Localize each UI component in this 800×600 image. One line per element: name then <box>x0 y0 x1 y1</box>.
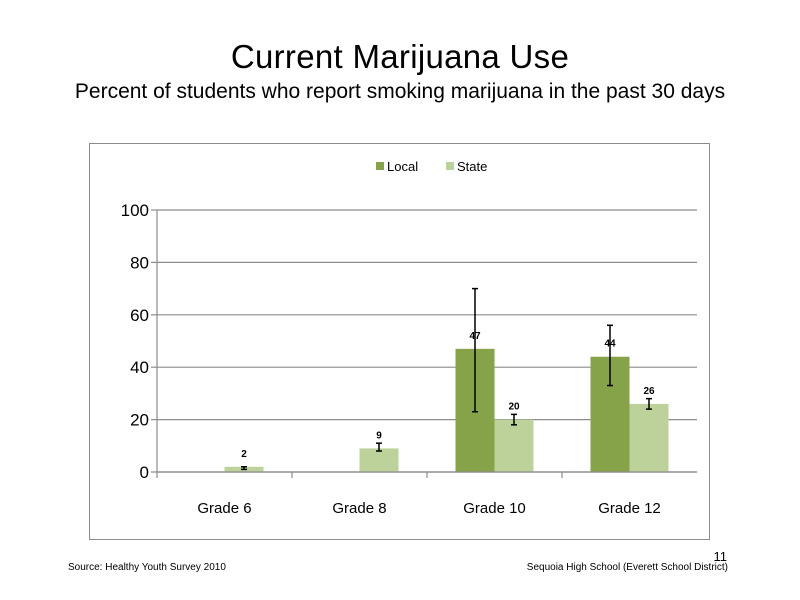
legend-swatch-local <box>376 162 384 170</box>
data-label: 47 <box>469 331 481 342</box>
x-tick-label: Grade 8 <box>332 500 386 517</box>
source-note: Source: Healthy Youth Survey 2010 <box>68 562 226 573</box>
y-tick-label: 40 <box>130 358 149 377</box>
slide-title: Current Marijuana Use <box>230 38 570 75</box>
y-tick-label: 20 <box>130 411 149 430</box>
legend-swatch-state <box>446 162 454 170</box>
data-label: 20 <box>508 402 520 413</box>
chart-frame <box>89 143 710 540</box>
data-label: 2 <box>241 449 247 460</box>
y-tick-label: 80 <box>130 253 149 272</box>
y-tick-label: 100 <box>121 201 149 220</box>
y-tick-label: 60 <box>130 306 149 325</box>
data-label: 26 <box>643 386 655 397</box>
school-name: Sequoia High School (Everett School Dist… <box>526 562 728 573</box>
bar-state <box>494 419 534 472</box>
page-number: 11 <box>713 549 728 564</box>
bar-state <box>359 448 399 472</box>
legend-label-local: Local <box>387 159 418 174</box>
slide-subtitle: Percent of students who report smoking m… <box>74 80 726 103</box>
bar-state <box>629 403 669 472</box>
x-tick-label: Grade 12 <box>598 500 661 517</box>
y-tick-label: 0 <box>140 463 149 482</box>
x-tick-label: Grade 6 <box>197 500 251 517</box>
data-label: 44 <box>604 339 616 350</box>
data-label: 9 <box>376 430 382 441</box>
x-tick-label: Grade 10 <box>463 500 526 517</box>
legend-label-state: State <box>457 159 487 174</box>
